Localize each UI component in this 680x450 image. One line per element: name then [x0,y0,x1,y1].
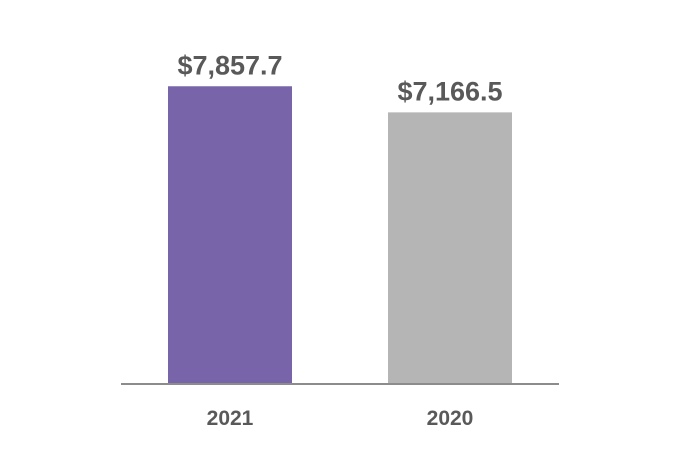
bar-2020 [388,112,512,383]
bar-2021 [168,86,292,383]
bars-layer [168,86,512,383]
x-tick-label-2020: 2020 [427,407,474,430]
labels-layer: $7,857.7 2021 $7,166.5 2020 [177,50,502,430]
value-label-2021: $7,857.7 [177,50,282,80]
x-tick-label-2021: 2021 [207,407,254,430]
value-label-2020: $7,166.5 [397,76,502,106]
